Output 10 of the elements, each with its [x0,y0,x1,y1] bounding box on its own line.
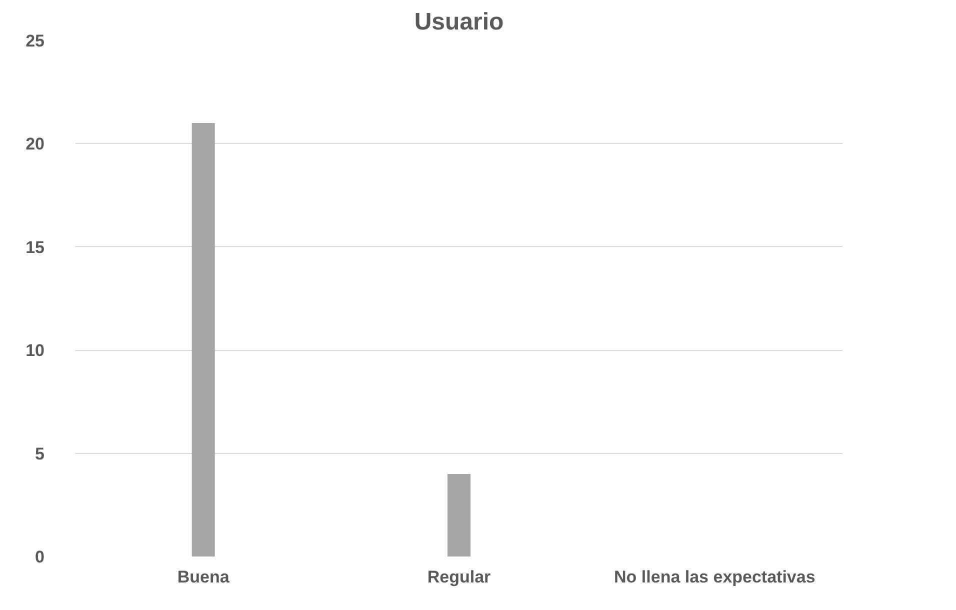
y-tick-label: 10 [26,341,45,360]
y-tick-label: 0 [35,548,45,566]
y-tick-label: 15 [26,238,45,257]
y-tick-label: 25 [26,32,45,50]
y-tick-label: 20 [26,134,45,154]
x-tick-label: Regular [427,568,492,586]
x-tick-label: No llena las expectativas [614,568,816,586]
x-tick-label: Buena [177,568,230,586]
chart-title: Usuario [414,8,504,36]
y-tick-label: 5 [35,444,45,464]
